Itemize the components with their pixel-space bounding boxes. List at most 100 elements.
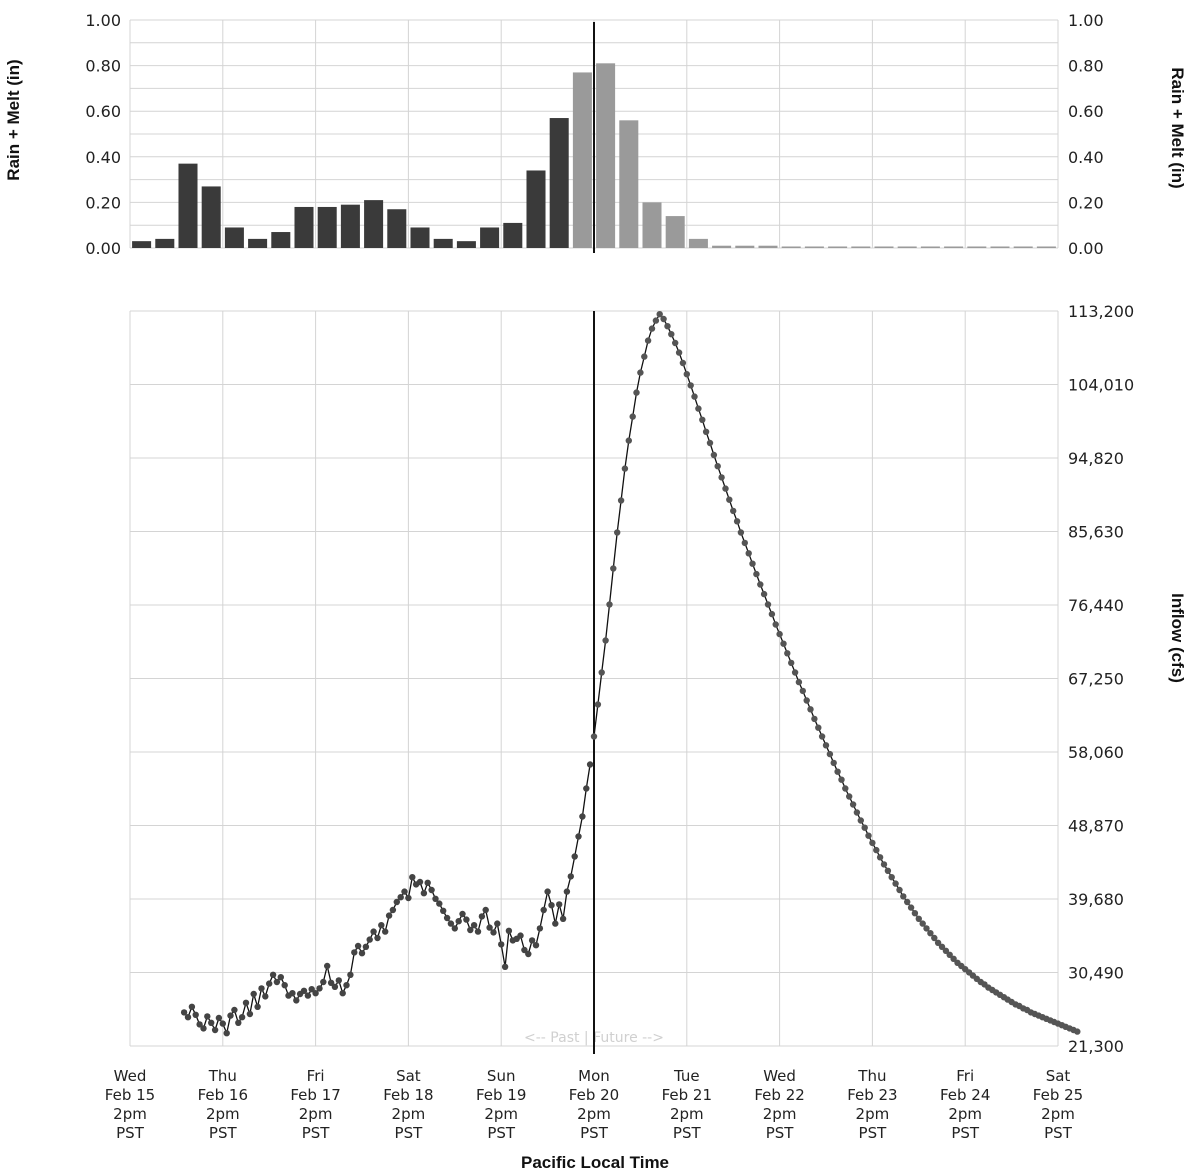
inflow-xtick-label: PST <box>116 1124 145 1142</box>
rain-bar <box>758 245 778 248</box>
inflow-observed-point <box>362 943 370 950</box>
rain-bar <box>665 216 685 248</box>
rain-bar <box>596 63 616 248</box>
inflow-observed-point <box>266 980 273 987</box>
inflow-observed-point <box>184 1014 192 1021</box>
rain-bar <box>364 200 384 248</box>
inflow-observed-point <box>200 1025 207 1032</box>
inflow-observed-point <box>235 1019 242 1026</box>
inflow-forecast-point <box>625 437 632 444</box>
inflow-observed-point <box>382 928 389 935</box>
inflow-forecast-point <box>907 904 915 911</box>
inflow-observed-point <box>246 1010 254 1018</box>
inflow-xtick-label: Feb 24 <box>940 1086 990 1104</box>
inflow-observed-point <box>211 1026 219 1034</box>
inflow-observed-point <box>432 895 439 902</box>
inflow-observed-point <box>262 993 269 1000</box>
inflow-forecast-point <box>706 439 714 447</box>
inflow-forecast-point <box>602 637 609 644</box>
inflow-observed-point <box>532 942 540 949</box>
inflow-observed-point <box>517 932 524 939</box>
inflow-forecast-point <box>648 325 656 332</box>
rain-ytick-left: 0.60 <box>85 102 121 121</box>
inflow-observed-point <box>393 898 400 906</box>
rain-bar <box>178 163 198 248</box>
inflow-observed-point <box>544 888 551 895</box>
inflow-forecast-point <box>702 428 710 435</box>
inflow-observed-point <box>335 977 342 984</box>
inflow-forecast-point <box>733 518 741 525</box>
inflow-xtick-label: 2pm <box>763 1105 797 1123</box>
inflow-forecast-point <box>803 697 810 704</box>
inflow-forecast-point <box>749 560 756 567</box>
inflow-observed-point <box>208 1019 215 1026</box>
rain-bar <box>387 209 407 248</box>
inflow-observed-point <box>409 874 416 881</box>
rain-ytick-right: 0.20 <box>1068 193 1104 212</box>
inflow-forecast-point <box>745 550 752 557</box>
inflow-forecast-point <box>876 854 884 861</box>
inflow-observed-point <box>451 925 458 932</box>
rain-ytick-left: 0.00 <box>85 239 121 258</box>
inflow-observed-point <box>501 963 509 970</box>
inflow-observed-line <box>183 764 591 1036</box>
inflow-xtick-label: Fri <box>307 1067 325 1085</box>
inflow-xtick-label: 2pm <box>948 1105 982 1123</box>
inflow-observed-point <box>358 950 366 957</box>
inflow-observed-point <box>227 1012 234 1019</box>
inflow-forecast-point <box>838 776 845 783</box>
inflow-forecast-point <box>757 581 764 588</box>
inflow-forecast-point <box>815 724 822 731</box>
inflow-observed-point <box>490 929 497 936</box>
inflow-xtick-label: 2pm <box>392 1105 426 1123</box>
rain-bar <box>271 232 291 248</box>
inflow-observed-point <box>366 936 373 943</box>
inflow-ytick: 94,820 <box>1068 449 1124 468</box>
inflow-observed-point <box>447 920 455 927</box>
inflow-xtick-label: Wed <box>114 1067 147 1085</box>
inflow-observed-point <box>316 985 323 992</box>
inflow-xtick-label: 2pm <box>206 1105 240 1123</box>
inflow-xtick-label: Fri <box>956 1067 974 1085</box>
inflow-ytick: 21,300 <box>1068 1037 1124 1056</box>
inflow-observed-point <box>552 920 559 927</box>
inflow-forecast-point <box>873 846 880 854</box>
inflow-observed-point <box>254 1003 261 1010</box>
inflow-forecast-point <box>865 832 872 839</box>
inflow-xtick-label: Feb 19 <box>476 1086 526 1104</box>
rain-bar <box>201 186 221 248</box>
inflow-observed-point <box>567 873 574 880</box>
inflow-ytick: 48,870 <box>1068 817 1124 836</box>
inflow-observed-point <box>459 910 466 918</box>
inflow-xtick-label: Tue <box>673 1067 700 1085</box>
inflow-observed-point <box>219 1020 226 1027</box>
inflow-chart: 113,200 104,010 94,820 85,630 76,440 67,250 58… <box>105 302 1187 1172</box>
inflow-forecast-point <box>780 640 787 647</box>
inflow-forecast-line <box>593 313 1078 1033</box>
inflow-forecast-point <box>768 610 776 618</box>
inflow-forecast-point <box>811 715 818 723</box>
inflow-forecast-point <box>842 785 849 792</box>
inflow-xtick-label: Feb 16 <box>198 1086 248 1104</box>
inflow-observed-point <box>324 962 331 970</box>
inflow-forecast-point <box>764 601 772 608</box>
inflow-observed-point <box>258 985 265 992</box>
inflow-xtick-label: 2pm <box>484 1105 518 1123</box>
inflow-observed-point <box>308 986 315 993</box>
inflow-observed-point <box>463 916 470 923</box>
inflow-forecast-point <box>784 650 791 657</box>
rain-bar <box>224 227 244 248</box>
inflow-forecast-point <box>699 416 706 423</box>
inflow-forecast-point <box>637 369 644 376</box>
rain-bar <box>828 246 848 248</box>
inflow-xtick-label: 2pm <box>670 1105 704 1123</box>
inflow-observed-point <box>424 879 431 886</box>
inflow-xtick-label: Sat <box>396 1067 421 1085</box>
inflow-observed-point <box>389 906 397 914</box>
inflow-observed-point <box>327 979 335 986</box>
rain-bar <box>851 246 871 248</box>
inflow-observed-point <box>351 949 358 956</box>
inflow-forecast-point <box>896 886 903 894</box>
inflow-observed-point <box>250 990 257 998</box>
rain-bar <box>503 222 523 248</box>
